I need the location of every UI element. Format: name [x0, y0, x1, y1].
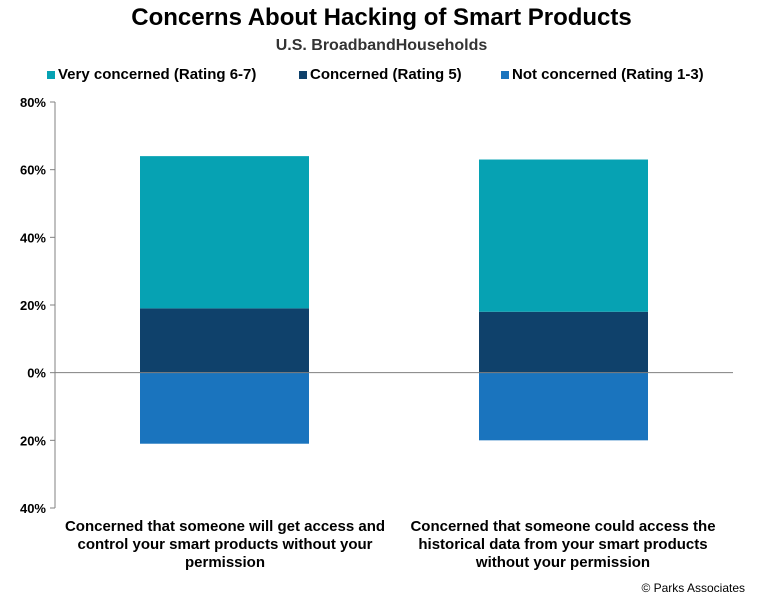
legend-label: Concerned (Rating 5): [310, 66, 462, 83]
chart-subtitle: U.S. BroadbandHouseholds: [275, 37, 488, 54]
bar-segment: [479, 159, 648, 312]
y-tick-label: 20%: [20, 298, 46, 313]
bar-segment: [140, 156, 309, 309]
legend-item-not-concerned: Not concerned (Rating 1-3): [501, 66, 704, 83]
legend-label: Not concerned (Rating 1-3): [512, 66, 704, 83]
category-label-2: Concerned that someone could access the …: [410, 518, 716, 571]
bar-segment: [140, 372, 309, 444]
bar-segment: [479, 372, 648, 441]
y-tick-label: 40%: [20, 501, 46, 516]
legend-swatch: [47, 70, 55, 79]
legend-item-very-concerned: Very concerned (Rating 6-7): [47, 66, 256, 83]
legend-swatch: [299, 70, 307, 79]
legend-item-concerned: Concerned (Rating 5): [299, 66, 462, 83]
y-tick-label: 0%: [27, 366, 46, 381]
source-credit: © Parks Associates: [641, 581, 745, 595]
legend-label: Very concerned (Rating 6-7): [58, 66, 257, 83]
bar-segment: [479, 311, 648, 373]
y-tick-label: 20%: [20, 433, 46, 448]
y-tick-label: 60%: [20, 163, 46, 178]
category-label-1: Concerned that someone will get access a…: [64, 518, 386, 571]
legend: Very concerned (Rating 6-7) Concerned (R…: [0, 66, 763, 84]
bar-segment: [140, 308, 309, 373]
y-tick-label: 80%: [20, 95, 46, 110]
legend-swatch: [501, 70, 509, 79]
y-tick-label: 40%: [20, 230, 46, 245]
chart-title: Concerns About Hacking of Smart Products: [131, 4, 632, 31]
